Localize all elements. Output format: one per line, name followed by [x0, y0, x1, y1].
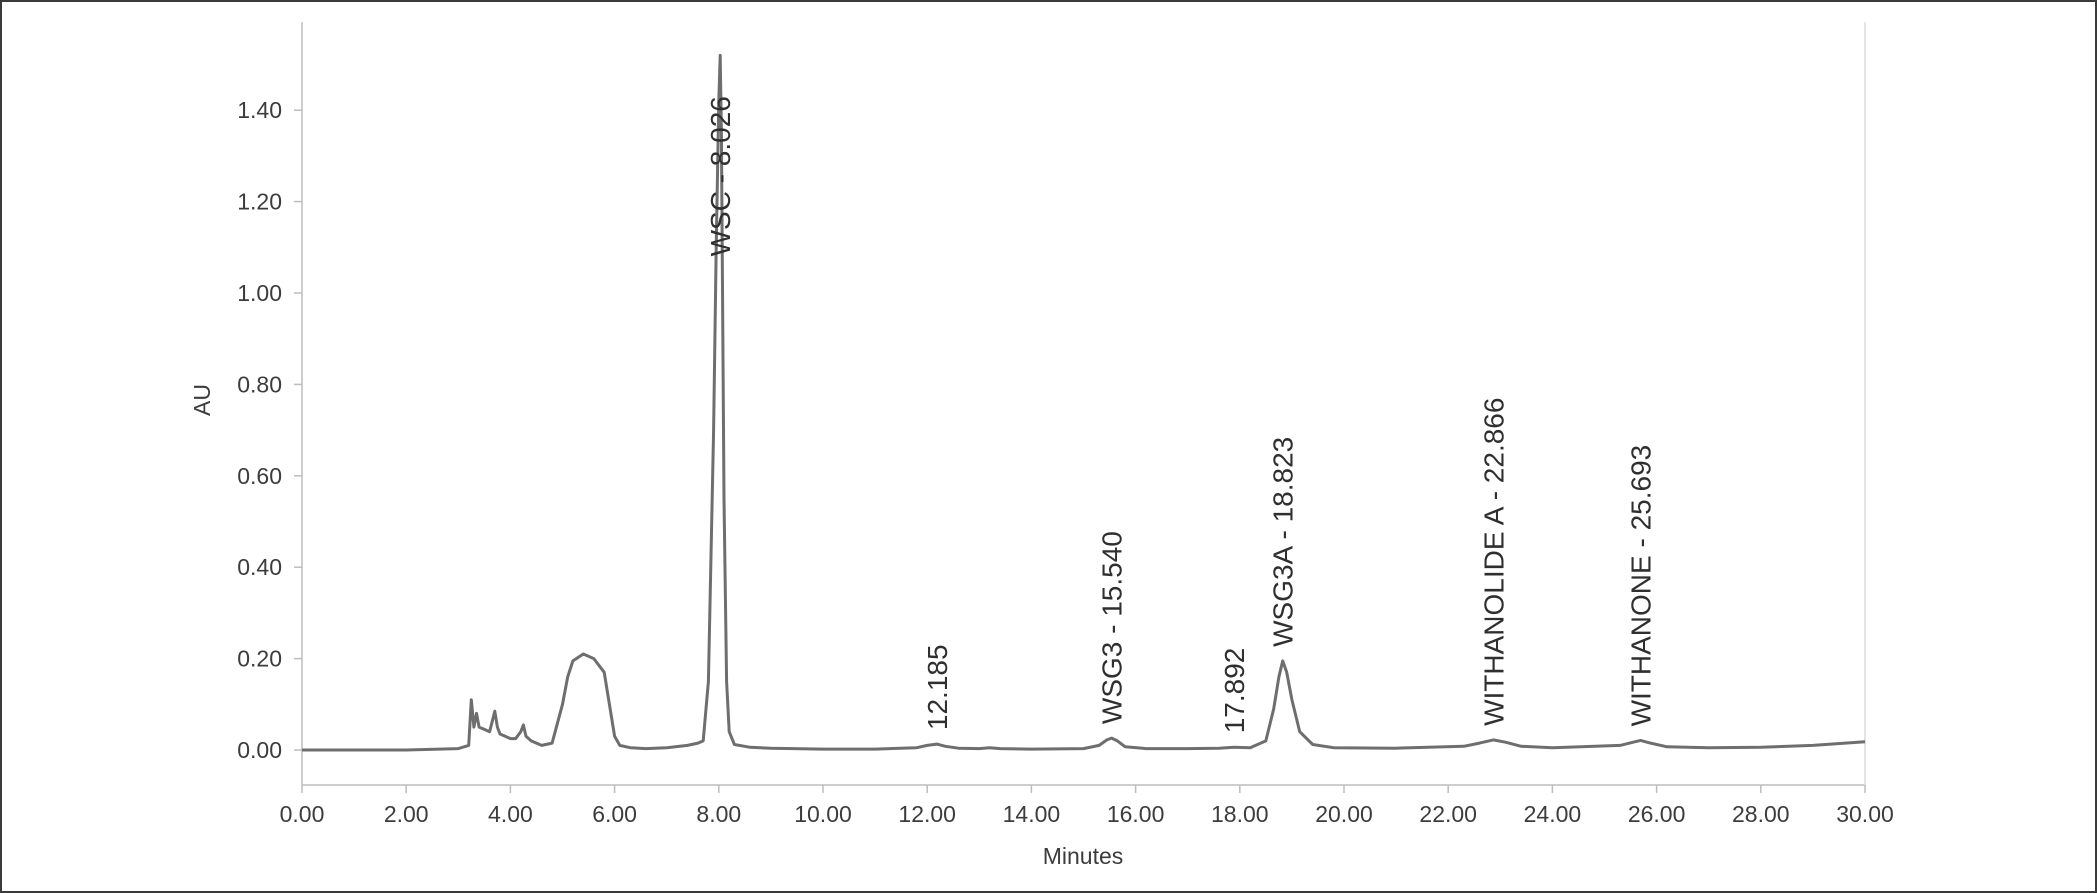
x-axis-label: Minutes: [1043, 843, 1124, 869]
x-axis-ticks: 0.00 2.00 4.00 6.00 8.00 10.00 12.00 14.00 16.00…: [280, 785, 1894, 827]
x-tick-label: 6.00: [592, 801, 637, 827]
y-tick-label: 0.00: [237, 737, 282, 763]
x-tick-label: 14.00: [1003, 801, 1061, 827]
x-tick-label: 2.00: [384, 801, 429, 827]
chromatogram-trace: [302, 53, 1866, 752]
x-tick-label: 0.00: [280, 801, 325, 827]
x-tick-label: 26.00: [1628, 801, 1686, 827]
x-tick-label: 20.00: [1315, 801, 1373, 827]
x-tick-label: 12.00: [898, 801, 956, 827]
peak-label: WSC - 8.026: [705, 96, 736, 256]
peak-label: WITHANOLIDE A - 22.866: [1478, 398, 1509, 726]
x-tick-label: 24.00: [1524, 801, 1582, 827]
peak-label: 17.892: [1219, 648, 1250, 734]
y-tick-label: 1.20: [237, 189, 282, 215]
y-tick-label: 0.60: [237, 463, 282, 489]
x-tick-label: 10.00: [794, 801, 852, 827]
x-tick-label: 18.00: [1211, 801, 1269, 827]
peak-label: WSG3 - 15.540: [1097, 531, 1128, 724]
x-tick-label: 16.00: [1107, 801, 1165, 827]
y-tick-label: 0.40: [237, 554, 282, 580]
y-tick-label: 1.40: [237, 97, 282, 123]
y-axis-ticks: 0.00 0.20 0.40 0.60 0.80 1.00 1.20 1.40: [237, 97, 302, 763]
peak-label: WITHANONE - 25.693: [1626, 445, 1657, 727]
y-tick-label: 0.20: [237, 646, 282, 672]
x-tick-label: 30.00: [1836, 801, 1894, 827]
x-tick-label: 28.00: [1732, 801, 1790, 827]
x-tick-label: 4.00: [488, 801, 533, 827]
y-tick-label: 0.80: [237, 371, 282, 397]
peak-labels: WSC - 8.026 12.185 WSG3 - 15.540 17.892 WSG3…: [705, 96, 1656, 733]
y-axis-label: AU: [189, 384, 215, 416]
plot-area: [301, 22, 1866, 786]
x-tick-label: 22.00: [1419, 801, 1477, 827]
x-tick-label: 8.00: [696, 801, 741, 827]
peak-label: 12.185: [922, 644, 953, 730]
y-tick-label: 1.00: [237, 280, 282, 306]
peak-label: WSG3A - 18.823: [1268, 437, 1299, 647]
